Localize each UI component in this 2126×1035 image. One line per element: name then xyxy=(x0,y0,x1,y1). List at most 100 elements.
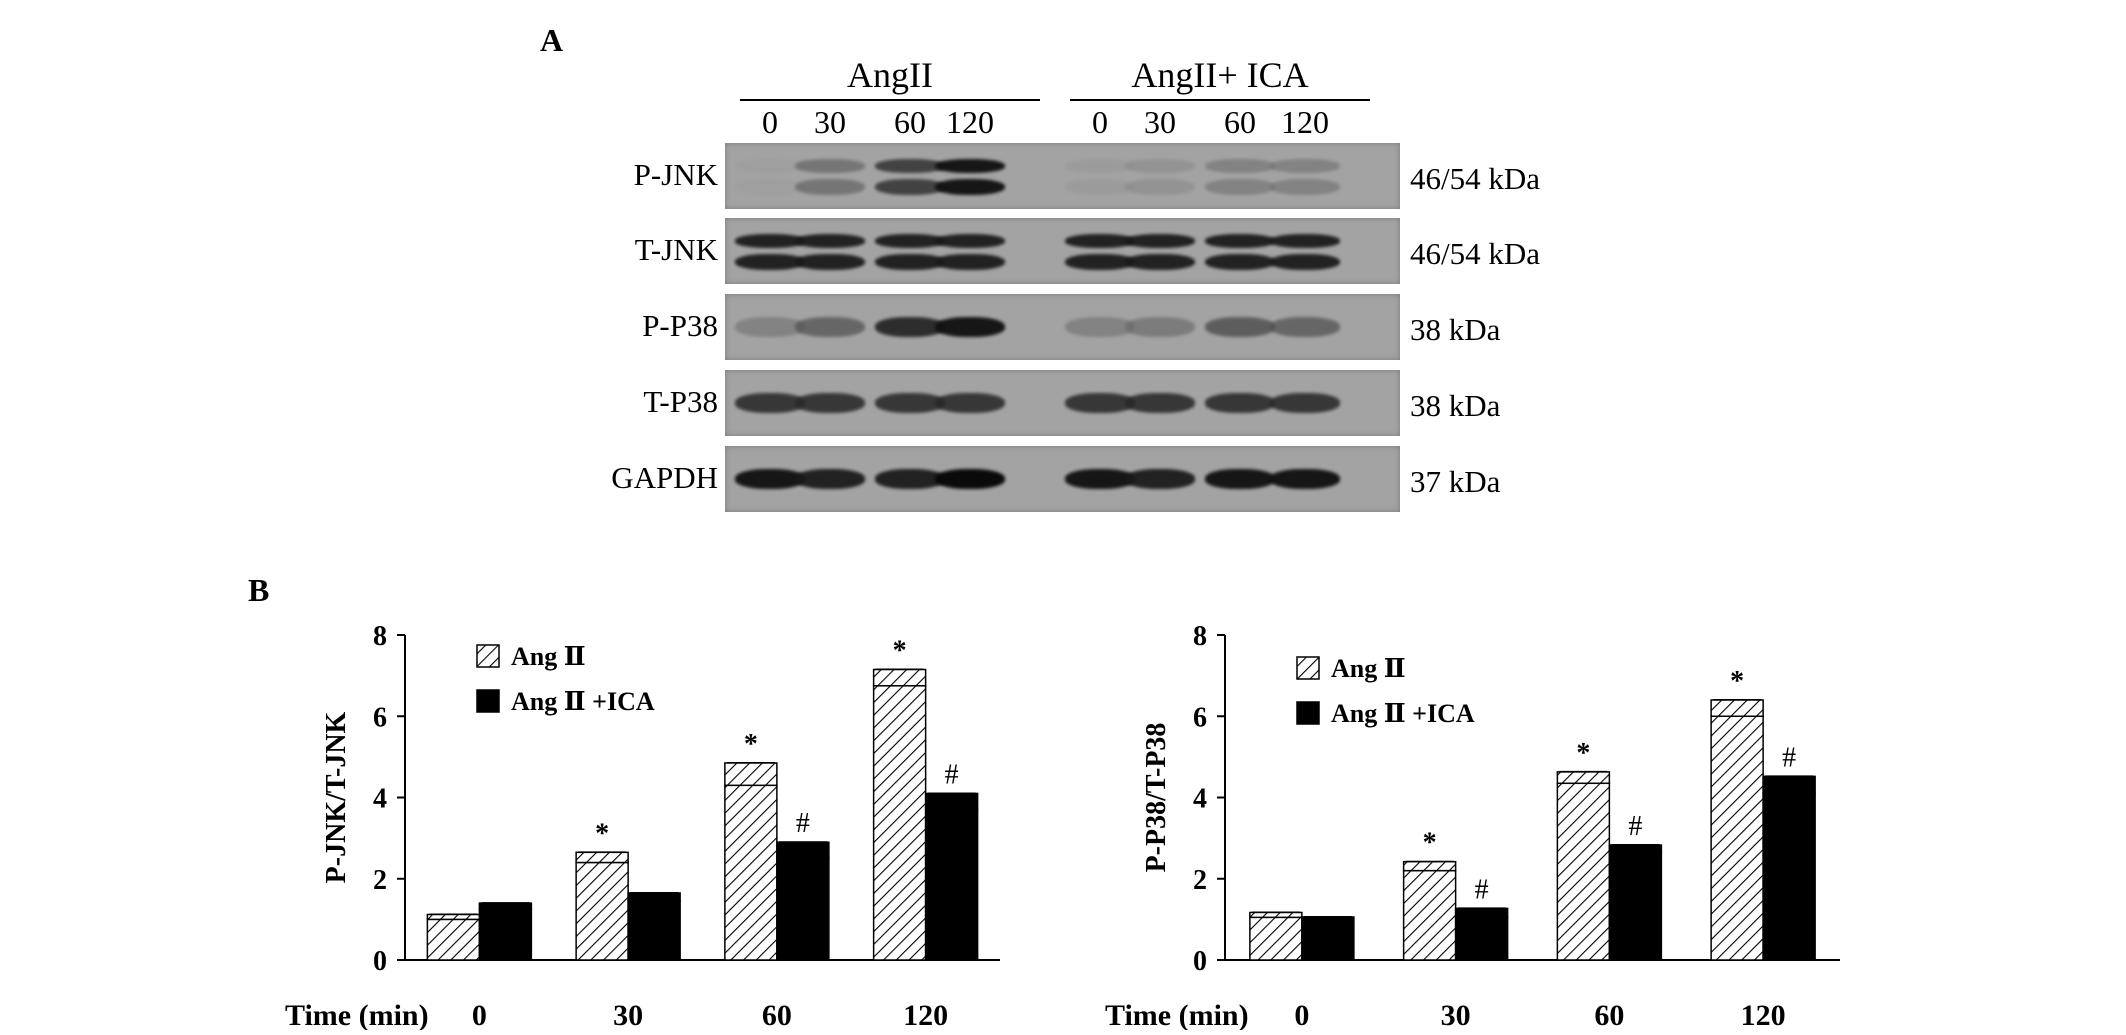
blot-band xyxy=(875,254,945,270)
x-tick-label: 30 xyxy=(613,999,643,1030)
blot-band xyxy=(1205,317,1275,337)
x-tick-label: 120 xyxy=(903,999,948,1030)
significance-mark: * xyxy=(744,729,758,760)
legend-label: Ang Ⅱ xyxy=(1331,654,1406,683)
blot-kda-label: 46/54 kDa xyxy=(1410,236,1541,271)
blot-band xyxy=(875,317,945,337)
blot-strip xyxy=(725,294,1400,360)
error-bar-box xyxy=(1763,776,1816,794)
error-bar-outline xyxy=(776,841,830,860)
blot-strip xyxy=(725,446,1400,512)
blot-band xyxy=(875,234,945,248)
significance-mark: * xyxy=(595,818,609,849)
y-tick-label: 6 xyxy=(1193,702,1207,733)
y-tick-label: 6 xyxy=(373,702,387,733)
error-bar-outline xyxy=(724,762,778,787)
error-bar-outline xyxy=(575,851,629,864)
error-bar-box xyxy=(1557,771,1610,784)
error-bar-outline xyxy=(872,668,927,687)
bar xyxy=(575,861,629,961)
blot-band xyxy=(935,469,1005,489)
blot-band xyxy=(1270,393,1340,413)
blot-band xyxy=(1270,234,1340,248)
bar xyxy=(426,918,481,961)
blot-band xyxy=(875,179,945,195)
bar xyxy=(478,908,533,961)
blot-band xyxy=(935,254,1005,270)
legend-label: Ang Ⅱ +ICA xyxy=(1331,699,1475,728)
lane-label: 0 xyxy=(762,104,778,140)
error-bar-outline xyxy=(1301,916,1355,921)
blot-band xyxy=(735,317,805,337)
blot-band xyxy=(795,159,865,173)
legend-label: Ang Ⅱ +ICA xyxy=(511,687,655,716)
error-bar-box xyxy=(479,903,532,910)
lane-label: 30 xyxy=(1144,104,1176,140)
blot-band xyxy=(1125,254,1195,270)
error-bar-outline xyxy=(924,792,979,811)
blot-band xyxy=(795,469,865,489)
blot-strip xyxy=(725,143,1400,209)
panel-b-letter: B xyxy=(248,572,270,608)
x-tick-label: 0 xyxy=(1294,999,1309,1030)
bar xyxy=(1301,918,1355,961)
legend-swatch xyxy=(1296,656,1320,680)
bar xyxy=(1402,869,1457,961)
error-bar-box xyxy=(873,669,926,686)
bar xyxy=(627,900,681,961)
y-tick-label: 2 xyxy=(1193,865,1207,896)
blot-row-label: T-JNK xyxy=(634,232,718,267)
error-bar-box xyxy=(1249,912,1302,918)
error-bar-outline xyxy=(1249,911,1303,919)
error-bar-outline xyxy=(1556,771,1611,785)
bar xyxy=(1710,715,1764,961)
lane-label: 60 xyxy=(894,104,926,140)
blot-row-label: T-P38 xyxy=(643,384,718,419)
x-tick-label: 60 xyxy=(762,999,792,1030)
error-bar-box xyxy=(427,914,480,920)
blot-row-label: P-P38 xyxy=(642,308,718,343)
chart-p-jnk-svg: 0 2 4 6 8 P-JNK/T-JNK Time (min) 0 30 * 60 * #120 * # A… xyxy=(285,621,1000,1032)
blot-kda-label: 46/54 kDa xyxy=(1410,161,1541,196)
blot-band xyxy=(935,179,1005,195)
bar xyxy=(1608,851,1663,961)
blot-row-label: GAPDH xyxy=(611,460,718,495)
error-bar-outline xyxy=(1402,860,1457,872)
blot-band xyxy=(1270,317,1340,337)
blot-band xyxy=(1065,179,1135,195)
blot-band xyxy=(935,234,1005,248)
blot-kda-label: 38 kDa xyxy=(1410,312,1501,347)
error-bar-box xyxy=(576,852,629,863)
blot-band xyxy=(875,469,945,489)
group-label: AngII+ ICA xyxy=(1131,55,1309,95)
error-bar-box xyxy=(1301,916,1354,920)
blot-band xyxy=(1205,393,1275,413)
blot-band xyxy=(1205,234,1275,248)
blot-band xyxy=(1205,159,1275,173)
error-bar-outline xyxy=(478,902,533,910)
significance-mark: # xyxy=(1628,811,1642,842)
bar xyxy=(1249,916,1303,961)
error-bar-box xyxy=(724,762,777,786)
y-tick-label: 8 xyxy=(373,621,387,652)
bar xyxy=(1556,782,1611,961)
blot-band xyxy=(1125,179,1195,195)
x-tick-label: 30 xyxy=(1441,999,1471,1030)
legend-swatch xyxy=(1296,701,1320,725)
blot-strip xyxy=(725,370,1400,436)
blot-band xyxy=(1270,469,1340,489)
blot-band xyxy=(1125,317,1195,337)
significance-mark: * xyxy=(1730,666,1744,697)
error-bar-box xyxy=(776,842,829,859)
error-bar-box xyxy=(1455,908,1508,918)
lane-label: 120 xyxy=(1281,104,1329,140)
x-tick-label: 120 xyxy=(1741,999,1786,1030)
significance-mark: # xyxy=(796,808,810,839)
error-bar-outline xyxy=(1454,907,1509,919)
blot-kda-label: 38 kDa xyxy=(1410,388,1501,423)
blot-band xyxy=(1125,393,1195,413)
blot-band xyxy=(735,179,805,195)
blot-band xyxy=(795,393,865,413)
blot-strip xyxy=(725,218,1400,284)
lane-label: 120 xyxy=(946,104,994,140)
